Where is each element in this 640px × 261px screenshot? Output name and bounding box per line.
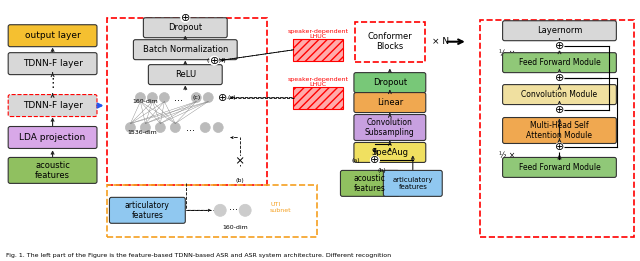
Text: Dropout: Dropout xyxy=(372,78,407,87)
Circle shape xyxy=(147,93,157,103)
Circle shape xyxy=(191,93,201,103)
Circle shape xyxy=(125,122,136,133)
FancyBboxPatch shape xyxy=(8,157,97,183)
FancyBboxPatch shape xyxy=(383,170,442,196)
Text: articulatory
features: articulatory features xyxy=(392,177,433,190)
Circle shape xyxy=(236,156,244,164)
Text: ⊕: ⊕ xyxy=(218,93,227,103)
Text: LDA projection: LDA projection xyxy=(19,133,86,142)
Text: ⊕: ⊕ xyxy=(555,41,564,51)
Text: ...: ... xyxy=(228,202,237,212)
Circle shape xyxy=(181,13,190,22)
Text: ⊕: ⊕ xyxy=(555,105,564,115)
Text: ...: ... xyxy=(174,93,183,103)
Text: output layer: output layer xyxy=(25,31,81,40)
Text: ⊕: ⊕ xyxy=(555,143,564,152)
Circle shape xyxy=(218,93,227,102)
Text: (c): (c) xyxy=(192,95,200,100)
Text: Dropout: Dropout xyxy=(168,23,202,32)
FancyBboxPatch shape xyxy=(109,197,186,223)
FancyBboxPatch shape xyxy=(293,87,343,109)
Circle shape xyxy=(555,41,564,50)
Text: Convolution
Subsampling: Convolution Subsampling xyxy=(365,118,415,137)
Text: 160-dim: 160-dim xyxy=(222,225,248,230)
Text: Convolution Module: Convolution Module xyxy=(522,90,598,99)
FancyBboxPatch shape xyxy=(8,25,97,47)
Text: Feed Forward Module: Feed Forward Module xyxy=(518,58,600,67)
Text: (b): (b) xyxy=(378,168,387,173)
Circle shape xyxy=(371,156,380,165)
Text: ⋮: ⋮ xyxy=(46,77,59,90)
Text: Linear: Linear xyxy=(377,98,403,107)
Circle shape xyxy=(214,204,226,216)
Circle shape xyxy=(204,93,213,103)
Circle shape xyxy=(555,105,564,114)
Text: 1536-dim: 1536-dim xyxy=(127,130,157,135)
FancyBboxPatch shape xyxy=(502,117,616,144)
Text: (d): (d) xyxy=(217,58,226,63)
Circle shape xyxy=(136,93,145,103)
Text: (e): (e) xyxy=(227,95,236,100)
Text: UTI
subnet: UTI subnet xyxy=(270,202,292,213)
FancyBboxPatch shape xyxy=(502,85,616,105)
FancyBboxPatch shape xyxy=(502,53,616,73)
FancyBboxPatch shape xyxy=(354,143,426,162)
FancyBboxPatch shape xyxy=(8,94,97,116)
Text: Conformer
Blocks: Conformer Blocks xyxy=(367,32,412,51)
Text: (a): (a) xyxy=(351,158,360,163)
Text: ⊕: ⊕ xyxy=(370,156,380,165)
Circle shape xyxy=(159,93,170,103)
Circle shape xyxy=(555,73,564,82)
Text: ReLU: ReLU xyxy=(175,70,196,79)
Text: TDNN-F layer: TDNN-F layer xyxy=(22,101,83,110)
Text: Batch Normalization: Batch Normalization xyxy=(143,45,228,54)
Text: ...: ... xyxy=(186,122,195,133)
Text: articulatory
features: articulatory features xyxy=(125,201,170,220)
FancyBboxPatch shape xyxy=(502,157,616,177)
Circle shape xyxy=(170,122,180,133)
FancyBboxPatch shape xyxy=(148,65,222,85)
Text: acoustic
features: acoustic features xyxy=(354,174,386,193)
FancyBboxPatch shape xyxy=(354,115,426,140)
Circle shape xyxy=(555,143,564,152)
Text: LHUC: LHUC xyxy=(310,34,326,39)
Text: LHUC: LHUC xyxy=(310,82,326,87)
Text: TDNN-F layer: TDNN-F layer xyxy=(22,59,83,68)
Text: Layernorm: Layernorm xyxy=(537,26,582,35)
FancyBboxPatch shape xyxy=(143,18,227,38)
Text: (b): (b) xyxy=(236,178,244,183)
FancyBboxPatch shape xyxy=(293,39,343,61)
FancyBboxPatch shape xyxy=(502,21,616,41)
Text: 160-dim: 160-dim xyxy=(132,99,158,104)
FancyBboxPatch shape xyxy=(133,40,237,60)
Circle shape xyxy=(210,56,219,65)
Circle shape xyxy=(200,122,210,133)
Text: ½ ×: ½ × xyxy=(499,49,515,58)
Circle shape xyxy=(239,204,251,216)
FancyBboxPatch shape xyxy=(8,53,97,75)
Circle shape xyxy=(140,122,150,133)
FancyBboxPatch shape xyxy=(8,127,97,149)
FancyBboxPatch shape xyxy=(340,170,399,196)
Circle shape xyxy=(156,122,165,133)
Text: × N: × N xyxy=(432,37,449,46)
Text: ⊕: ⊕ xyxy=(209,56,219,66)
FancyBboxPatch shape xyxy=(354,73,426,93)
Text: (a): (a) xyxy=(206,58,215,63)
Text: SpecAug: SpecAug xyxy=(371,148,408,157)
Text: ½ ×: ½ × xyxy=(499,151,515,160)
Text: acoustic
features: acoustic features xyxy=(35,161,70,180)
Text: ⊕: ⊕ xyxy=(180,13,190,23)
Text: speaker-dependent: speaker-dependent xyxy=(287,29,349,34)
Text: speaker-dependent: speaker-dependent xyxy=(287,77,349,82)
Text: Feed Forward Module: Feed Forward Module xyxy=(518,163,600,172)
Text: Fig. 1. The left part of the Figure is the feature-based TDNN-based ASR and ASR : Fig. 1. The left part of the Figure is t… xyxy=(6,253,392,258)
Circle shape xyxy=(213,122,223,133)
Text: Multi-Head Self
Attention Module: Multi-Head Self Attention Module xyxy=(527,121,593,140)
FancyBboxPatch shape xyxy=(354,93,426,112)
Text: ⊕: ⊕ xyxy=(555,73,564,83)
